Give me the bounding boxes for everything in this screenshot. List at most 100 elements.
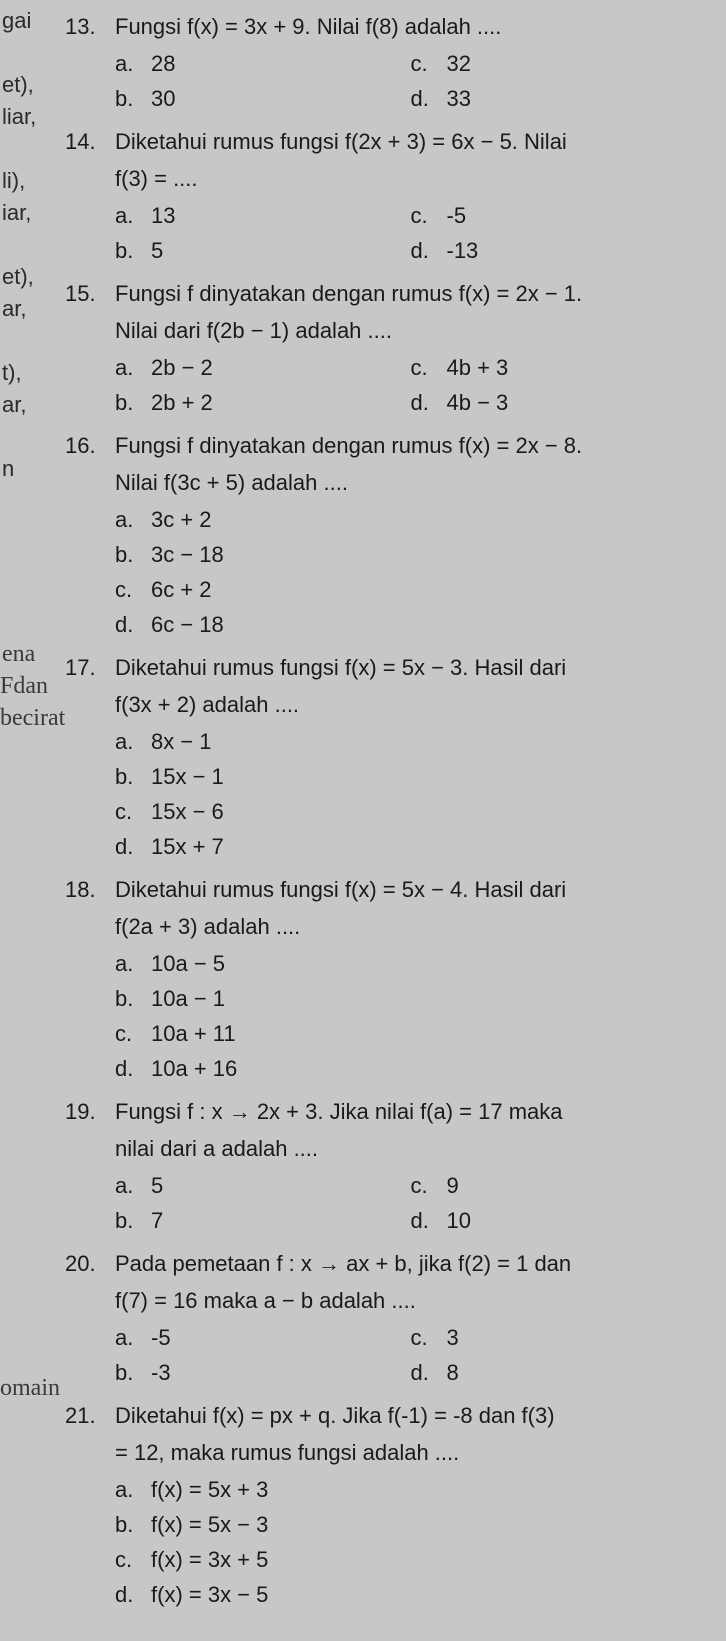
question-number: 17.: [65, 651, 115, 865]
question-number: 16.: [65, 429, 115, 643]
question-number: 18.: [65, 873, 115, 1087]
option-letter: c.: [411, 47, 447, 80]
option-a: 5: [151, 1169, 411, 1202]
option-letter: b.: [115, 1508, 151, 1541]
option-b: 30: [151, 82, 411, 115]
margin-text: gai: [2, 4, 31, 37]
margin-text: li),: [2, 164, 25, 197]
question-13: 13. Fungsi f(x) = 3x + 9. Nilai f(8) ada…: [65, 10, 706, 117]
option-letter: c.: [411, 199, 447, 232]
question-number: 14.: [65, 125, 115, 269]
option-letter: b.: [115, 538, 151, 571]
option-d: 6c − 18: [151, 608, 706, 641]
option-a: 10a − 5: [151, 947, 706, 980]
option-a: 28: [151, 47, 411, 80]
margin-text: t),: [2, 356, 22, 389]
option-d: 15x + 7: [151, 830, 706, 863]
option-letter: a.: [115, 725, 151, 758]
margin-text: et),: [2, 68, 34, 101]
option-c: f(x) = 3x + 5: [151, 1543, 706, 1576]
option-a: 13: [151, 199, 411, 232]
option-a: 3c + 2: [151, 503, 706, 536]
option-b: 10a − 1: [151, 982, 706, 1015]
option-a: 2b − 2: [151, 351, 411, 384]
question-16: 16. Fungsi f dinyatakan dengan rumus f(x…: [65, 429, 706, 643]
question-prompt: f(3) = ....: [115, 162, 706, 195]
option-letter: a.: [115, 1169, 151, 1202]
handwriting-annotation: Fdan: [0, 668, 48, 704]
option-c: 9: [447, 1169, 707, 1202]
question-number: 13.: [65, 10, 115, 117]
option-letter: a.: [115, 47, 151, 80]
question-number: 21.: [65, 1399, 115, 1613]
option-letter: c.: [411, 1321, 447, 1354]
option-c: 6c + 2: [151, 573, 706, 606]
question-20: 20. Pada pemetaan f : x → ax + b, jika f…: [65, 1247, 706, 1391]
option-letter: b.: [115, 234, 151, 267]
option-letter: a.: [115, 947, 151, 980]
option-c: 32: [447, 47, 707, 80]
margin-text: et),: [2, 260, 34, 293]
option-letter: d.: [115, 608, 151, 641]
question-number: 19.: [65, 1095, 115, 1239]
question-17: 17. Diketahui rumus fungsi f(x) = 5x − 3…: [65, 651, 706, 865]
option-b: 7: [151, 1204, 411, 1237]
option-b: 15x − 1: [151, 760, 706, 793]
option-d: 4b − 3: [447, 386, 707, 419]
option-d: 8: [447, 1356, 707, 1389]
option-b: 2b + 2: [151, 386, 411, 419]
option-letter: a.: [115, 351, 151, 384]
margin-text: iar,: [2, 196, 31, 229]
option-letter: c.: [411, 351, 447, 384]
handwriting-annotation: becirat: [0, 700, 65, 736]
question-number: 15.: [65, 277, 115, 421]
question-prompt: Fungsi f : x → 2x + 3. Jika nilai f(a) =…: [115, 1095, 706, 1128]
question-number: 20.: [65, 1247, 115, 1391]
margin-text: liar,: [2, 100, 36, 133]
question-prompt: Diketahui rumus fungsi f(x) = 5x − 4. Ha…: [115, 873, 706, 906]
question-15: 15. Fungsi f dinyatakan dengan rumus f(x…: [65, 277, 706, 421]
option-letter: d.: [411, 82, 447, 115]
option-letter: b.: [115, 82, 151, 115]
option-letter: b.: [115, 1204, 151, 1237]
question-prompt: Pada pemetaan f : x → ax + b, jika f(2) …: [115, 1247, 706, 1280]
option-letter: d.: [411, 234, 447, 267]
option-letter: d.: [411, 1204, 447, 1237]
option-c: -5: [447, 199, 707, 232]
question-prompt: Nilai f(3c + 5) adalah ....: [115, 466, 706, 499]
option-c: 4b + 3: [447, 351, 707, 384]
option-c: 3: [447, 1321, 707, 1354]
option-letter: d.: [411, 386, 447, 419]
question-prompt: = 12, maka rumus fungsi adalah ....: [115, 1436, 706, 1469]
option-b: 3c − 18: [151, 538, 706, 571]
option-letter: b.: [115, 386, 151, 419]
option-letter: a.: [115, 1321, 151, 1354]
margin-text: ar,: [2, 388, 26, 421]
handwriting-annotation: omain: [0, 1370, 60, 1406]
question-18: 18. Diketahui rumus fungsi f(x) = 5x − 4…: [65, 873, 706, 1087]
option-b: -3: [151, 1356, 411, 1389]
option-letter: c.: [115, 1543, 151, 1576]
option-letter: b.: [115, 1356, 151, 1389]
margin-text: ar,: [2, 292, 26, 325]
option-letter: c.: [411, 1169, 447, 1202]
question-prompt: Nilai dari f(2b − 1) adalah ....: [115, 314, 706, 347]
option-letter: a.: [115, 503, 151, 536]
question-prompt: Fungsi f dinyatakan dengan rumus f(x) = …: [115, 429, 706, 462]
question-prompt: Fungsi f dinyatakan dengan rumus f(x) = …: [115, 277, 706, 310]
option-letter: d.: [411, 1356, 447, 1389]
option-letter: c.: [115, 1017, 151, 1050]
question-prompt: f(3x + 2) adalah ....: [115, 688, 706, 721]
option-d: 10: [447, 1204, 707, 1237]
option-b: 5: [151, 234, 411, 267]
option-letter: d.: [115, 1052, 151, 1085]
question-19: 19. Fungsi f : x → 2x + 3. Jika nilai f(…: [65, 1095, 706, 1239]
option-c: 15x − 6: [151, 795, 706, 828]
option-d: f(x) = 3x − 5: [151, 1578, 706, 1611]
question-prompt: f(7) = 16 maka a − b adalah ....: [115, 1284, 706, 1317]
margin-text: n: [2, 452, 14, 485]
question-prompt: f(2a + 3) adalah ....: [115, 910, 706, 943]
option-letter: c.: [115, 795, 151, 828]
option-d: -13: [447, 234, 707, 267]
question-14: 14. Diketahui rumus fungsi f(2x + 3) = 6…: [65, 125, 706, 269]
